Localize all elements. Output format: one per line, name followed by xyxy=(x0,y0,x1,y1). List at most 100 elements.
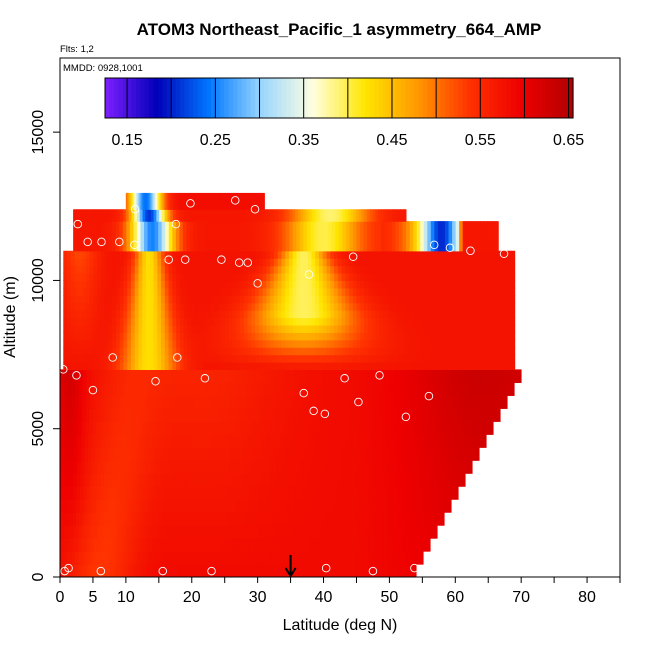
heatmap-cell xyxy=(363,421,368,435)
heatmap-cell xyxy=(172,234,177,237)
heatmap-cell xyxy=(307,339,313,348)
heatmap-cell xyxy=(112,302,117,311)
heatmap-cell xyxy=(127,512,131,526)
heatmap-cell xyxy=(285,250,290,259)
heatmap-cell xyxy=(435,332,440,341)
heatmap-cell xyxy=(377,525,382,539)
heatmap-cell xyxy=(307,273,313,282)
heatmap-cell xyxy=(134,564,138,577)
heatmap-cell xyxy=(247,280,252,289)
heatmap-cell xyxy=(321,245,326,248)
heatmap-cell xyxy=(131,499,136,513)
heatmap-cell xyxy=(386,551,391,565)
heatmap-cell xyxy=(386,280,392,289)
heatmap-cell xyxy=(290,421,296,435)
heatmap-cell xyxy=(264,239,269,243)
heatmap-cell xyxy=(142,317,147,326)
heatmap-cell xyxy=(322,295,328,304)
heatmap-cell xyxy=(102,434,107,448)
heatmap-cell xyxy=(252,473,257,487)
heatmap-cell xyxy=(444,460,449,474)
heatmap-cell xyxy=(322,273,328,282)
heatmap-cell xyxy=(411,499,416,513)
heatmap-cell xyxy=(229,525,234,539)
heatmap-cell xyxy=(439,265,444,274)
heatmap-cell xyxy=(417,460,422,474)
heatmap-cell xyxy=(292,235,297,239)
heatmap-cell xyxy=(330,250,335,259)
heatmap-cell xyxy=(73,245,78,248)
heatmap-cell xyxy=(245,499,250,513)
heatmap-cell xyxy=(73,235,78,239)
heatmap-cell xyxy=(157,499,162,513)
heatmap-cell xyxy=(331,243,336,246)
heatmap-cell xyxy=(164,538,169,552)
heatmap-cell xyxy=(303,317,309,326)
heatmap-cell xyxy=(435,273,440,282)
heatmap-cell xyxy=(452,245,457,248)
heatmap-cell xyxy=(107,564,112,577)
heatmap-cell xyxy=(179,361,185,370)
heatmap-cell xyxy=(450,258,456,267)
heatmap-cell xyxy=(462,234,467,237)
heatmap-cell xyxy=(313,234,319,237)
heatmap-cell xyxy=(85,273,91,282)
heatmap-cell xyxy=(359,538,363,552)
heatmap-cell xyxy=(458,361,463,370)
heatmap-cell xyxy=(349,265,354,274)
heatmap-cell xyxy=(283,525,287,539)
heatmap-cell xyxy=(370,235,375,239)
heatmap-cell xyxy=(461,295,467,304)
heatmap-cell xyxy=(255,460,260,474)
heatmap-cell xyxy=(473,265,478,274)
heatmap-cell xyxy=(168,447,173,461)
heatmap-cell xyxy=(110,525,115,539)
heatmap-cell xyxy=(123,302,128,311)
heatmap-cell xyxy=(256,382,262,396)
heatmap-cell xyxy=(296,287,301,296)
heatmap-cell xyxy=(321,237,326,241)
heatmap-cell xyxy=(435,421,440,435)
heatmap-cell xyxy=(111,512,115,526)
heatmap-cell xyxy=(67,250,72,259)
heatmap-cell xyxy=(85,287,91,296)
heatmap-cell xyxy=(248,369,253,383)
heatmap-cell xyxy=(401,324,407,333)
heatmap-cell xyxy=(170,538,175,552)
heatmap-cell xyxy=(112,234,117,237)
heatmap-cell xyxy=(232,234,237,237)
heatmap-cell xyxy=(503,347,508,356)
heatmap-cell xyxy=(484,302,489,311)
heatmap-cell xyxy=(315,354,320,363)
heatmap-cell xyxy=(306,243,312,246)
heatmap-cell xyxy=(149,258,155,267)
heatmap-cell xyxy=(164,324,170,333)
heatmap-cell xyxy=(364,347,369,356)
heatmap-cell xyxy=(120,551,125,565)
heatmap-cell xyxy=(352,243,358,246)
heatmap-cell xyxy=(430,237,435,241)
heatmap-cell xyxy=(199,382,205,396)
heatmap-cell xyxy=(462,239,467,243)
heatmap-cell xyxy=(282,235,287,239)
heatmap-cell xyxy=(232,280,237,289)
heatmap-cell xyxy=(221,280,226,289)
heatmap-cell xyxy=(390,354,395,363)
heatmap-cell xyxy=(379,273,384,282)
heatmap-cell xyxy=(321,369,326,383)
heatmap-cell xyxy=(277,347,283,356)
heatmap-cell xyxy=(280,434,285,448)
heatmap-cell xyxy=(104,564,109,577)
heatmap-cell xyxy=(283,460,288,474)
heatmap-cell xyxy=(313,473,318,487)
heatmap-cell xyxy=(416,332,422,341)
heatmap-cell xyxy=(90,232,96,235)
heatmap-cell xyxy=(262,265,267,274)
heatmap-cell xyxy=(328,243,333,246)
heatmap-cell xyxy=(134,302,140,311)
heatmap-cell xyxy=(198,280,204,289)
heatmap-cell xyxy=(98,512,103,526)
heatmap-cell xyxy=(225,347,230,356)
heatmap-cell xyxy=(446,347,452,356)
heatmap-cell xyxy=(281,538,286,552)
